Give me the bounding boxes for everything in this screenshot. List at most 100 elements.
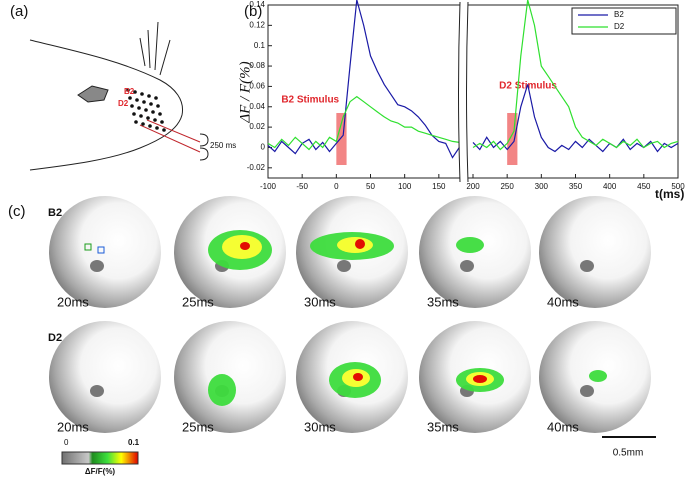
whisker-dot (142, 100, 146, 104)
whisker-dot (140, 92, 144, 96)
panel-label: (b) (244, 3, 262, 20)
whisker-dot (147, 94, 151, 98)
time-label: 20ms (57, 419, 89, 434)
whisker-dot (151, 110, 155, 114)
whisker-label: D2 (118, 99, 129, 108)
y-tick-label: 0.06 (249, 82, 265, 91)
y-tick-label: 0.14 (249, 0, 265, 9)
vessel-shadow (460, 260, 474, 272)
whisker-dot (148, 124, 152, 128)
x-tick-label: 100 (398, 182, 412, 191)
y-tick-label: -0.02 (247, 163, 266, 172)
whisker-dot (128, 96, 132, 100)
activity-blob (208, 374, 236, 406)
legend-label: B2 (614, 10, 624, 19)
whisker-dot (132, 112, 136, 116)
time-label: 20ms (57, 294, 89, 309)
whisker-dot (135, 98, 139, 102)
whisker-dot (149, 102, 153, 106)
activity-blob (355, 239, 365, 249)
whisker-dot (160, 120, 164, 124)
row-label: B2 (48, 207, 62, 219)
panel-label: (c) (8, 203, 26, 220)
time-label: 35ms (427, 419, 459, 434)
colorbar-max: 0.1 (128, 438, 140, 447)
x-tick-label: 500 (671, 182, 685, 191)
whisker-dot (153, 118, 157, 122)
x-tick-label: 400 (603, 182, 617, 191)
x-tick-label: 350 (569, 182, 583, 191)
axis-break (460, 2, 468, 182)
roi-marker (97, 246, 105, 254)
stimulus-bar (336, 113, 347, 165)
imaging-window (49, 321, 161, 433)
activity-blob (589, 370, 607, 382)
activity-blob (456, 237, 484, 253)
annotation: B2 Stimulus (281, 95, 339, 106)
vessel-shadow (337, 260, 351, 272)
panel-label: (a) (10, 3, 28, 20)
scale-bar-label: 0.5mm (613, 448, 644, 459)
whisker-dot (139, 114, 143, 118)
colorbar-title: ΔF/F(%) (85, 467, 116, 476)
x-tick-label: 250 (500, 182, 514, 191)
legend-label: D2 (614, 22, 625, 31)
vessel-shadow (580, 385, 594, 397)
whisker-dot (137, 106, 141, 110)
whisker-dot (154, 96, 158, 100)
time-label: 40ms (547, 294, 579, 309)
colorbar-min: 0 (64, 438, 69, 447)
x-tick-label: 200 (466, 182, 480, 191)
duration-label: 250 ms (210, 141, 236, 150)
time-label: 25ms (182, 294, 214, 309)
vessel-shadow (90, 260, 104, 272)
vessel-shadow (90, 385, 104, 397)
activity-blob (353, 373, 363, 381)
mouse-drawing (29, 21, 209, 171)
x-axis-label: t(ms) (655, 187, 684, 201)
time-label: 30ms (304, 294, 336, 309)
vessel-shadow (580, 260, 594, 272)
time-label: 35ms (427, 294, 459, 309)
whisker-label: B2 (124, 87, 135, 96)
axis-break (458, 1, 469, 183)
whisker-dot (146, 116, 150, 120)
whisker-dot (126, 88, 130, 92)
x-tick-label: 450 (637, 182, 651, 191)
y-tick-label: 0.04 (249, 102, 265, 111)
whisker-dot (134, 120, 138, 124)
imaging-window (539, 196, 651, 308)
imaging-window (49, 196, 161, 308)
time-label: 25ms (182, 419, 214, 434)
activity-blob (337, 237, 373, 253)
legend-box (571, 7, 677, 35)
whisker-dot (155, 126, 159, 130)
x-tick-label: 0 (334, 182, 339, 191)
y-tick-label: 0.08 (249, 61, 265, 70)
time-label: 30ms (304, 419, 336, 434)
whisker-dot (158, 112, 162, 116)
whisker-dot (130, 104, 134, 108)
x-tick-label: -100 (260, 182, 277, 191)
y-axis-label: ΔF / F(%) (237, 61, 253, 123)
y-tick-label: 0 (261, 143, 266, 152)
stimulus-bar (507, 113, 518, 165)
x-tick-label: 300 (535, 182, 549, 191)
activity-blob (240, 242, 250, 250)
activity-blob (473, 375, 487, 383)
colorbar (61, 451, 139, 465)
row-label: D2 (48, 332, 62, 344)
roi-marker (84, 243, 92, 251)
whisker-dot (141, 122, 145, 126)
y-tick-label: 0.02 (249, 122, 265, 131)
whisker-dot (156, 104, 160, 108)
whisker-dot (133, 90, 137, 94)
x-tick-label: -50 (296, 182, 308, 191)
whisker-dot (144, 108, 148, 112)
whisker-pad (126, 88, 166, 132)
x-tick-label: 50 (366, 182, 375, 191)
x-tick-label: 150 (432, 182, 446, 191)
y-tick-label: 0.12 (249, 20, 265, 29)
time-label: 40ms (547, 419, 579, 434)
